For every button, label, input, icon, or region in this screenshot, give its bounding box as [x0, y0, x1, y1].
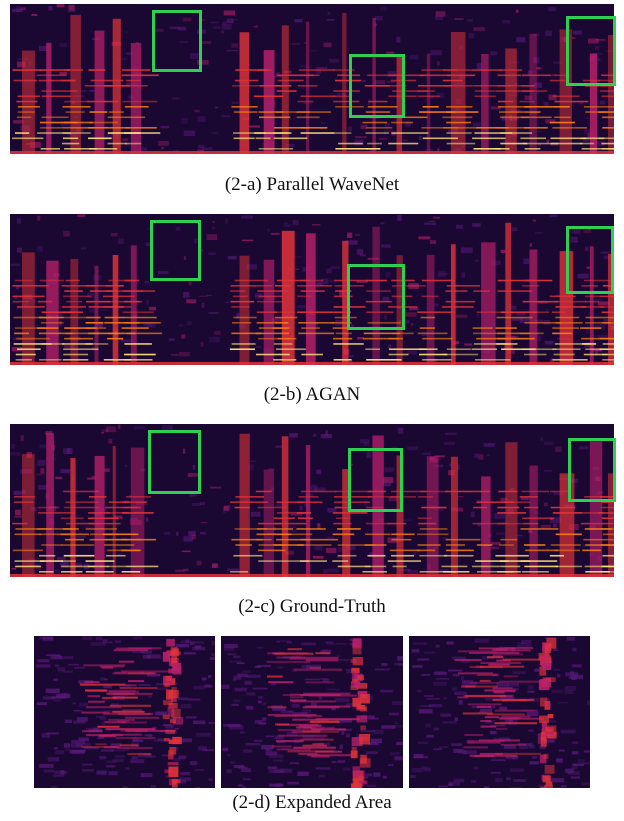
highlight-box [566, 226, 614, 294]
highlight-box [349, 54, 405, 118]
caption-ground-truth: (2-c) Ground-Truth [238, 596, 386, 617]
caption-parallel-wavenet: (2-a) Parallel WaveNet [224, 174, 400, 195]
caption-expanded-area: (2-d) Expanded Area [232, 792, 392, 813]
highlight-box [348, 448, 403, 512]
expanded-crop-parallel-wavenet [34, 636, 215, 788]
highlight-box [566, 16, 616, 86]
spectrogram-ground-truth [10, 424, 614, 577]
highlight-box [347, 264, 405, 330]
caption-agan: (2-b) AGAN [263, 384, 361, 405]
highlight-box [148, 430, 201, 494]
highlight-box [568, 438, 616, 502]
expanded-crop-agan [221, 636, 403, 788]
highlight-box [152, 10, 202, 72]
expanded-crop-ground-truth [409, 636, 590, 788]
spectrogram-parallel-wavenet [10, 4, 614, 154]
highlight-box [150, 220, 201, 281]
spectrogram-agan [10, 214, 614, 365]
